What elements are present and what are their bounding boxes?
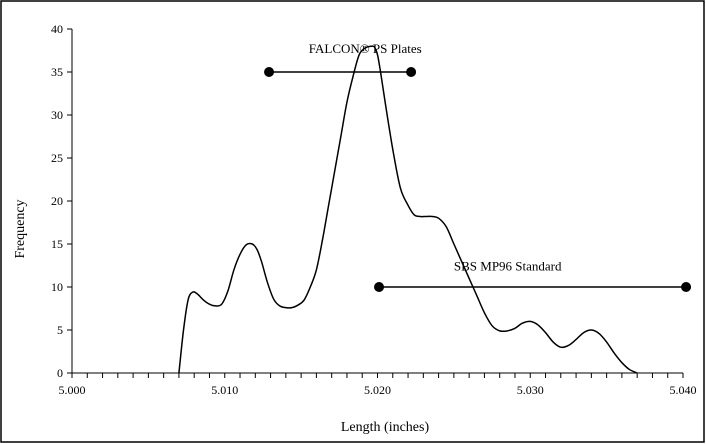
y-tick-label: 35 xyxy=(51,65,63,79)
range-label: SBS MP96 Standard xyxy=(454,259,562,274)
y-axis-title: Frequency xyxy=(13,199,28,258)
y-tick-label: 25 xyxy=(51,151,63,165)
annotations: FALCON® PS Plates SBS MP96 Standard xyxy=(264,41,692,292)
x-axis-title: Length (inches) xyxy=(341,420,430,435)
x-tick-label: 5.020 xyxy=(364,383,391,397)
y-tick-label: 40 xyxy=(51,22,63,36)
frequency-curve xyxy=(178,45,638,374)
range-label: FALCON® PS Plates xyxy=(309,41,422,56)
y-tick-label: 0 xyxy=(57,366,63,380)
range-start-marker xyxy=(374,282,385,292)
x-tick-label: 5.010 xyxy=(211,383,238,397)
y-tick-label: 30 xyxy=(51,108,63,122)
y-tick-label: 20 xyxy=(51,194,63,208)
range-annotation: SBS MP96 Standard xyxy=(374,259,692,292)
range-end-marker xyxy=(681,282,692,292)
x-tick-label: 5.030 xyxy=(517,383,544,397)
x-tick-label: 5.040 xyxy=(670,383,697,397)
x-tick-label: 5.000 xyxy=(59,383,86,397)
y-ticks: 0 5 10 15 20 25 30 35 40 xyxy=(51,22,72,380)
y-tick-label: 10 xyxy=(51,280,63,294)
range-end-marker xyxy=(406,67,417,77)
y-tick-label: 15 xyxy=(51,237,63,251)
y-tick-label: 5 xyxy=(57,323,63,337)
range-start-marker xyxy=(264,67,275,77)
range-annotation: FALCON® PS Plates xyxy=(264,41,422,77)
x-ticks: 5.000 5.010 5.020 5.030 5.040 xyxy=(59,373,697,397)
